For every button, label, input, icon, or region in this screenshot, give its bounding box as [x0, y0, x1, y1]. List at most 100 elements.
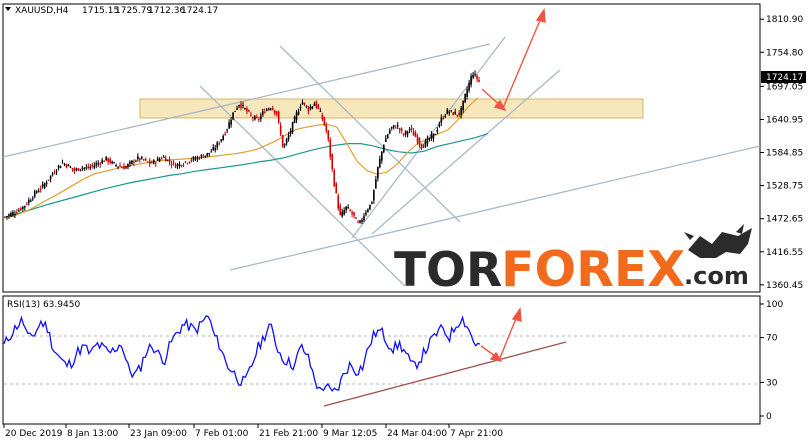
candle-body: [456, 114, 458, 116]
candle-body: [190, 159, 193, 161]
candle-body: [67, 164, 70, 167]
candle-body: [369, 204, 371, 210]
candle-body: [212, 147, 215, 151]
candle-body: [29, 200, 32, 202]
candle-body: [81, 167, 84, 169]
candle-body: [357, 221, 359, 223]
candle-body: [291, 122, 294, 132]
rsi-arrowhead-down: [489, 351, 503, 363]
rsi-arrow-up: [499, 315, 518, 359]
candle-body: [53, 172, 56, 174]
candle-body: [420, 143, 423, 149]
candle-body: [83, 167, 86, 169]
candle-body: [287, 135, 290, 140]
candle-body: [152, 159, 155, 164]
candle-body: [254, 116, 256, 120]
trend-lines: [2, 36, 761, 287]
candle-body: [22, 206, 24, 209]
rsi-forecast-arrows: [480, 307, 522, 363]
candle-body: [301, 101, 304, 105]
rsi-level-lines: [4, 335, 759, 385]
logo-text-forex: FOREX: [501, 241, 685, 298]
candle-body: [4, 216, 6, 218]
candle-body: [65, 164, 68, 168]
candle-body: [345, 206, 347, 211]
candle-body: [150, 162, 153, 164]
uptrend-channel-line-2: [371, 69, 561, 235]
candle-body: [182, 164, 185, 166]
candle-body: [406, 131, 409, 135]
candle-body: [188, 161, 191, 163]
downtrend-channel-line-1: [199, 85, 406, 287]
candle-body: [133, 161, 135, 163]
candle-body: [315, 101, 318, 108]
candle-body: [41, 183, 44, 187]
candle-body: [178, 163, 181, 167]
candle-body: [45, 182, 48, 185]
candle-body: [392, 124, 395, 128]
candle-body: [383, 144, 385, 153]
candle-body: [331, 153, 334, 169]
candle-body: [424, 141, 427, 148]
price-tick-label: 1472.65: [766, 215, 803, 225]
candle-body: [135, 160, 137, 162]
time-tick-label: 21 Feb 21:00: [259, 429, 318, 439]
candle-body: [192, 157, 195, 160]
candle-body: [426, 138, 429, 144]
candle-body: [410, 127, 413, 130]
candle-body: [398, 128, 401, 131]
candle-body: [363, 215, 365, 221]
candle-body: [164, 157, 167, 162]
candle-body: [196, 157, 199, 159]
candle-body: [371, 202, 373, 204]
candle-body: [31, 198, 34, 200]
candle-body: [127, 164, 129, 168]
uptrend-channel-line-1: [351, 36, 506, 239]
candle-body: [265, 109, 268, 111]
candle-body: [184, 161, 187, 163]
candle-body: [194, 158, 197, 161]
dropdown-triangle-icon[interactable]: [5, 7, 11, 11]
candle-body: [87, 166, 90, 169]
candle-body: [119, 165, 121, 167]
candle-body: [18, 210, 20, 212]
channel-lower-line: [229, 145, 761, 271]
candle-body: [33, 191, 36, 197]
candle-body: [434, 134, 437, 136]
candle-body: [244, 108, 246, 110]
candle-body: [148, 160, 151, 164]
candle-body: [329, 139, 332, 157]
price-tick-label: 1528.75: [766, 182, 803, 192]
candle-body: [27, 200, 30, 204]
candle-body: [450, 110, 453, 112]
price-tick-label: 1360.45: [766, 281, 803, 291]
candle-body: [186, 163, 189, 165]
candle-body: [299, 106, 302, 109]
candle-body: [388, 130, 391, 134]
candle-body: [379, 158, 381, 168]
candle-body: [121, 167, 123, 169]
candle-body: [454, 111, 457, 115]
candle-body: [428, 138, 431, 140]
candle-body: [226, 129, 228, 131]
candle-body: [343, 210, 345, 215]
candle-body: [442, 118, 445, 120]
candle-body: [404, 130, 407, 135]
candle-body: [307, 107, 310, 112]
candle-body: [242, 104, 244, 107]
candle-body: [279, 125, 282, 135]
candle-body: [367, 209, 369, 212]
time-axis: 20 Dec 2019 8 Jan 13:00 23 Jan 09:00 7 Feb …: [3, 424, 503, 439]
candle-body: [73, 168, 76, 171]
channel-upper-line: [2, 43, 491, 158]
downtrend-channel-line-2: [279, 45, 461, 223]
candle-body: [214, 148, 217, 151]
candle-body: [394, 127, 397, 129]
candle-body: [101, 160, 103, 164]
candle-body: [57, 165, 60, 168]
candle-body: [172, 162, 175, 164]
candle-body: [258, 118, 260, 120]
candle-body: [400, 128, 403, 131]
candle-body: [141, 157, 143, 159]
candle-body: [220, 139, 222, 142]
